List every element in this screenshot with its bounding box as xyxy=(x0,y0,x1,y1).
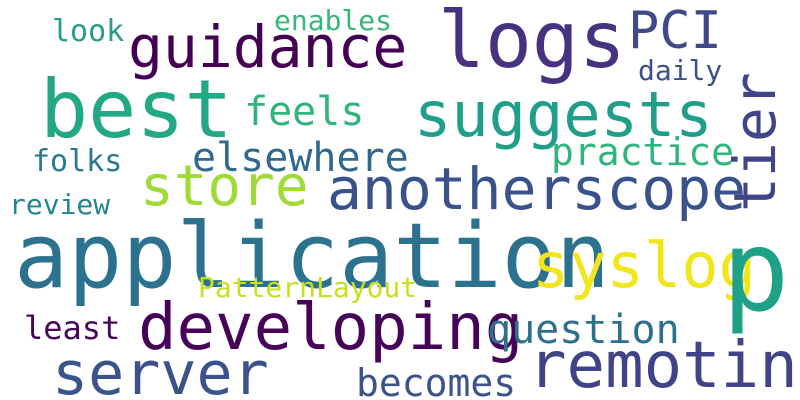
word-becomes: becomes xyxy=(356,361,517,400)
word-developing: developing xyxy=(138,291,524,365)
word-remoting: remoting xyxy=(528,329,800,400)
word-pci: PCI xyxy=(628,1,722,61)
word-store: store xyxy=(140,154,309,219)
word-folks: folks xyxy=(32,144,123,179)
word-question: question xyxy=(487,307,680,353)
word-daily: daily xyxy=(638,54,723,87)
word-best: best xyxy=(40,63,233,156)
word-review: review xyxy=(9,188,111,221)
word-patternlayout: PatternLayout xyxy=(198,271,418,304)
word-suggests: suggests xyxy=(414,78,713,151)
word-look: look xyxy=(52,14,125,49)
word-server: server xyxy=(52,339,269,400)
word-feels: feels xyxy=(244,89,365,135)
word-anotherscope: anotherscope xyxy=(327,155,747,223)
word-guidance: guidance xyxy=(128,13,408,81)
word-application: application xyxy=(14,204,611,309)
word-least: least xyxy=(24,309,121,347)
word-p: p xyxy=(722,207,790,337)
word-logs: logs xyxy=(438,0,626,86)
word-practice: practice xyxy=(551,130,735,174)
word-syslog: syslog xyxy=(532,229,756,302)
word-enables: enables xyxy=(274,4,393,37)
word-elsewhere: elsewhere xyxy=(192,135,409,181)
